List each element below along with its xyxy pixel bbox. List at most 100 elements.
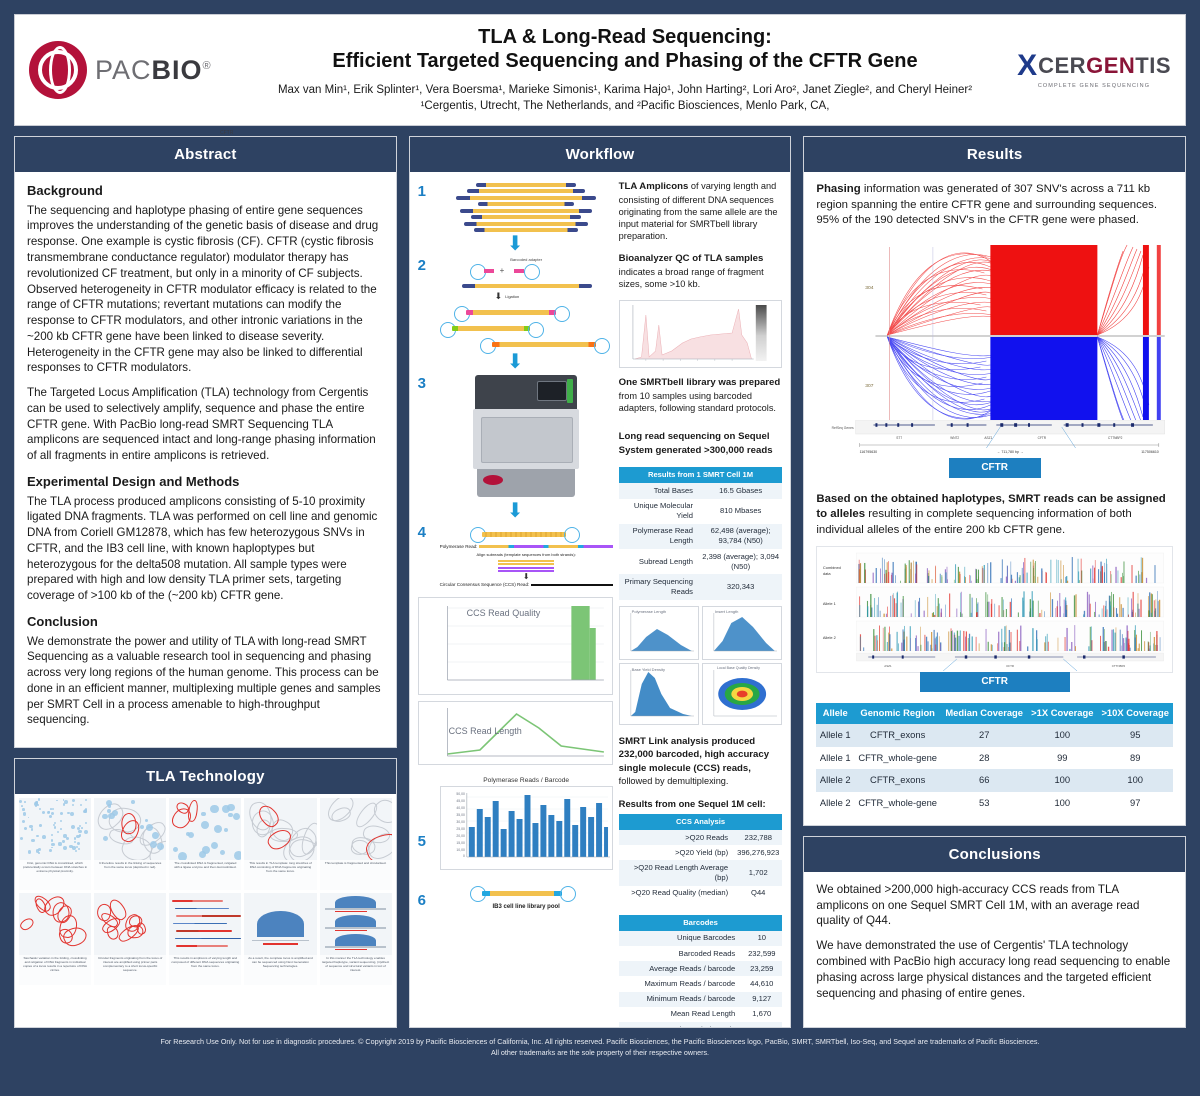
column-middle: Workflow 1 [408,136,792,1028]
workflow-note-3: One SMRTbell library was prepared from 1… [619,376,783,414]
ccs-row-label: >Q20 Reads [618,830,735,846]
cergentis-logo: Χ CERGENTIS COMPLETE GENE SEQUENCING [1017,51,1171,90]
workflow-note-2: Bioanalyzer QC of TLA samples indicates … [619,252,783,290]
bioanalyzer-svg [619,301,782,368]
workflow-note-5: SMRT Link analysis produced 232,000 barc… [619,735,783,788]
tla-technology-panel: TLA Technology First, genomic DNA is cro… [14,758,397,1028]
page-title: TLA & Long-Read Sequencing: Efficient Ta… [239,25,1011,74]
pacbio-logo: PACBIO® [29,41,229,99]
allele-cell: 100 [1097,769,1174,793]
tla-technology-title: TLA Technology [15,759,396,795]
footer-line-1: For Research Use Only. Not for use in di… [160,1037,1040,1046]
tla-panel-6: Stochastic variation in the folding, cro… [19,893,92,986]
barcodes-row-value: 1,670 [741,1006,783,1023]
allele-th-1: Genomic Region [854,703,942,724]
results-p2: Based on the obtained haplotypes, SMRT r… [816,492,1173,539]
workflow-note-2-rest: indicates a broad range of fragment size… [618,266,764,290]
barcodes-row-label: Minimum Reads / barcode [618,991,742,1007]
tla-panel-10: In this manner the TLA technology enable… [319,893,392,986]
gene-label-wnt2: WNT2 [951,435,960,439]
tla-illustration-8 [169,893,242,956]
workflow-arrow-2: ⬇ [506,351,524,373]
workflow-step-5-number: 5 [417,833,427,851]
table-row: Allele 1 CFTR_exons 27 100 95 [816,723,1174,747]
svg-text:35,00: 35,00 [456,813,465,817]
allele-cell: 66 [941,769,1028,793]
allele-cell: CFTR_whole-gene [854,792,942,815]
workflow-note-4: Long read sequencing on Sequel System ge… [619,430,783,457]
workflow-step-2: 2 Barcoded adapter + [418,257,613,372]
ccs-row-label: >Q20 Read Length Average (bp) [618,860,735,886]
barcodes-row-value: 10 [741,930,783,947]
sequel-row-value: 810 Mbases [698,498,783,524]
abstract-background-p1: The sequencing and haplotype phasing of … [27,203,379,375]
allele-cell: 27 [941,723,1028,747]
poster-footer: For Research Use Only. Not for use in di… [14,1037,1186,1059]
title-line-1: TLA & Long-Read Sequencing: [478,25,772,48]
results-body: Phasing information was generated of 307… [804,172,1185,825]
cergentis-tagline: COMPLETE GENE SEQUENCING [1037,83,1151,89]
abstract-methods-p1: The TLA process produced amplicons consi… [27,494,378,603]
ccs-row-value: 232,788 [734,830,783,846]
barcodes-row-value: 23,259 [741,961,783,977]
abstract-conclusion-heading: Conclusion [27,613,98,629]
refseq-track-svg: RefSeq Genes [832,419,1166,454]
allele-th-3: >1X Coverage [1027,703,1098,724]
phasing-span: ← 711,780 bp → [997,449,1024,453]
sequel-row-value: 16.5 Gbases [698,483,783,499]
barcodes-row-label: Average Reads / barcode [618,961,742,977]
barcodes-table-title: Barcodes [618,914,783,931]
sequel-row-value: 320,343 [698,574,783,600]
results-title: Results [804,137,1186,172]
affiliations-line: ¹Cergentis, Utrecht, The Netherlands, an… [420,100,830,113]
title-block: TLA & Long-Read Sequencing: Efficient Ta… [229,25,1021,115]
svg-text:0: 0 [463,854,465,858]
workflow-step-3: 3 ⬇ [418,375,613,521]
barcodes-row-label: Mean Read Length [618,1006,742,1023]
tla-panel-9: As a result, the complete locus is ampli… [244,893,317,986]
barcodes-row-value: 232,599 [741,946,783,962]
ligation-label: Ligation [505,294,520,299]
title-line-2: Efficient Targeted Sequencing and Phasin… [332,50,918,73]
gene-label-asz1: ASZ1 [985,435,993,439]
tla-caption-2: It therefore results in the linking of s… [99,861,162,870]
allele-cell: CFTR_exons [854,723,942,747]
allele-cell: 100 [1027,723,1098,747]
allele-cell: Allele 1 [816,723,855,747]
sequel-table-title: Results from 1 SMRT Cell 1M [618,467,783,484]
conclusions-p2: We have demonstrated the use of Cergenti… [816,939,1171,1000]
svg-text:50,00: 50,00 [456,792,465,796]
sequel-row-value: 62,498 (average); 93,784 (N50) [698,523,783,550]
coverage-row-label-allele1: Allele 1 [823,601,837,606]
workflow-step-5-art: Polymerase Reads / Barcode [439,777,613,871]
coverage-row-label-combined: Combined [823,565,841,570]
workflow-step-5: 5 Polymerase Reads / Barcode [417,777,613,871]
abstract-methods-heading: Experimental Design and Methods [27,473,240,489]
allele-cell: 28 [941,746,1028,770]
ib3-pool-label: IB3 cell line library pool [492,904,560,911]
table-row: Allele 2 CFTR_exons 66 100 100 [816,769,1174,793]
svg-text:40,00: 40,00 [456,806,465,810]
allele-cell: 100 [1027,792,1098,815]
smrtlink-miniplots: Polymerase Length Insert Length [618,605,783,725]
phasing-svg: 304 307 [816,236,1174,427]
allele-cell: Allele 1 [816,746,855,770]
workflow-step-2-art: Barcoded adapter + ⬇ [439,257,613,354]
cov-gene-cttnbp2: CTTNBP2 [1112,664,1126,668]
conclusions-body: We obtained >200,000 high-accuracy CCS r… [804,872,1185,1020]
workflow-title: Workflow [409,137,791,172]
workflow-panel: Workflow 1 [408,136,792,1028]
tla-caption-6: Stochastic variation in the folding, cro… [23,956,87,972]
phasing-y-bottom: 307 [866,382,874,388]
ccs-read-length-chart: CCS Read Length [417,701,613,766]
barcodes-row-label: Barcoded Reads [618,946,742,962]
sequel-row-label: Polymerase Read Length [618,523,699,550]
svg-text:25,00: 25,00 [456,827,465,831]
tla-illustration-1 [19,798,92,861]
phasing-left-coord: 116795630 [860,449,878,453]
local-base-quality-density-title: Local Base Quality Density [717,665,760,670]
results-panel: Results Phasing information was generate… [803,136,1187,826]
cov-gene-asz1: ASZ1 [885,664,893,668]
sequel-row-label: Total Bases [618,483,699,499]
tla-caption-7: Circular fragments originating from the … [98,956,163,972]
